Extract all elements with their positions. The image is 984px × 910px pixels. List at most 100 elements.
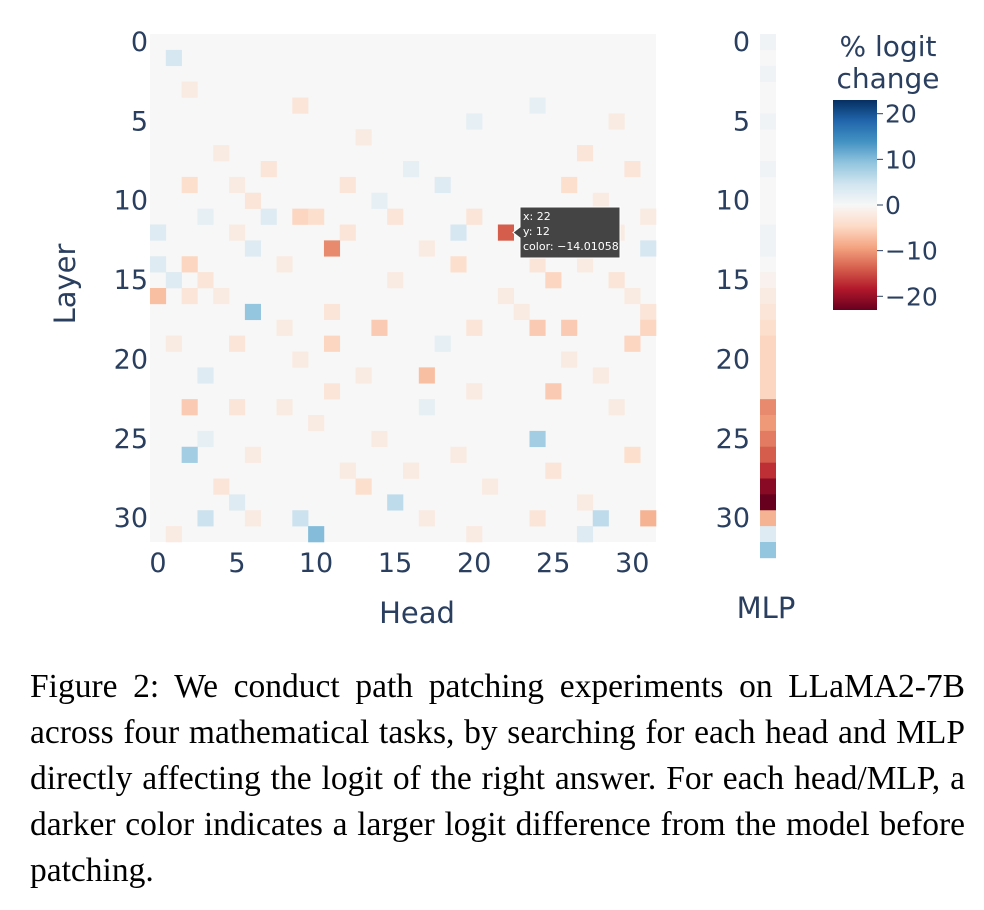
heatmap-cell <box>466 383 483 400</box>
heatmap-cell <box>608 113 625 130</box>
heatmap-cell <box>229 494 246 511</box>
mlp-cells <box>760 34 776 559</box>
tooltip-line-x: x: 22 <box>523 210 551 223</box>
heatmap-cell <box>466 113 483 130</box>
mlp-cell <box>760 383 776 400</box>
heatmap-cell <box>292 510 309 527</box>
hover-tooltip: x: 22 y: 12 color: −14.01058 <box>512 206 621 259</box>
heatmap-cell <box>576 256 594 273</box>
y-tick-label: 10 <box>114 186 148 217</box>
heatmap-cell <box>592 510 609 527</box>
heatmap-cell <box>640 240 657 257</box>
heatmap-cell <box>450 446 467 463</box>
y-tick-label: 15 <box>114 265 148 296</box>
heatmap-cell <box>466 526 483 543</box>
heatmap-cell <box>592 192 609 209</box>
mlp-cell <box>760 446 776 463</box>
heatmap-cell <box>260 161 277 178</box>
colorbar-tick-label: 0 <box>885 191 901 220</box>
heatmap-cell <box>434 176 451 194</box>
heatmap-cell <box>576 145 594 162</box>
heatmap-cell <box>418 399 435 416</box>
mlp-layer-heatmap[interactable] <box>760 34 776 559</box>
heatmap-cell <box>292 97 309 114</box>
heatmap-cell <box>181 288 198 305</box>
mlp-cell <box>760 240 776 257</box>
heatmap-cell <box>229 399 246 416</box>
heatmap-cell <box>181 81 198 98</box>
colorbar-tick-label: 20 <box>885 100 917 129</box>
heatmap-cell <box>165 335 182 352</box>
heatmap-cell <box>292 351 309 368</box>
heatmap-cell <box>244 240 261 257</box>
mlp-cell <box>760 494 776 511</box>
heatmap-cell <box>260 208 277 225</box>
mlp-cell <box>760 399 776 416</box>
y-tick-label: 25 <box>114 424 148 455</box>
tooltip-box <box>512 206 621 259</box>
heatmap-cell <box>244 192 261 209</box>
heatmap-cell <box>229 335 246 352</box>
x-tick-label: 10 <box>299 548 333 579</box>
mlp-cell <box>760 478 776 495</box>
mlp-cell <box>760 542 776 559</box>
mlp-y-tick-label: 20 <box>716 344 750 375</box>
heatmap-cell <box>466 319 483 336</box>
y-tick-label: 5 <box>131 106 148 137</box>
mlp-cell <box>760 335 776 352</box>
heatmap-cell <box>529 256 546 273</box>
colorbar <box>833 100 877 310</box>
mlp-cell <box>760 430 776 448</box>
head-layer-heatmap[interactable] <box>150 34 657 543</box>
heatmap-cell <box>292 208 309 225</box>
heatmap-cell <box>545 383 562 400</box>
x-tick-label: 5 <box>228 548 245 579</box>
heatmap-cell <box>197 510 214 527</box>
mlp-y-tick-label: 30 <box>716 503 750 534</box>
heatmap-cell <box>323 335 341 352</box>
mlp-y-tick-label: 25 <box>716 424 750 455</box>
heatmap-cell <box>308 526 325 543</box>
heatmap-cell <box>434 335 451 352</box>
mlp-y-tick-label: 15 <box>716 265 750 296</box>
colorbar-title-line1: % logit <box>840 30 937 63</box>
mlp-y-axis-tick-labels: 0 5 10 15 20 25 30 <box>716 27 750 534</box>
heatmap-cell <box>276 399 293 416</box>
heatmap-cell <box>165 526 182 543</box>
x-axis-title: Head <box>379 596 455 630</box>
y-tick-label: 0 <box>131 27 148 58</box>
mlp-cell <box>760 34 776 51</box>
heatmap-cell <box>450 224 467 241</box>
heatmap-cell <box>387 494 404 511</box>
heatmap-cell <box>640 319 657 336</box>
heatmap-cell <box>197 367 214 384</box>
heatmap-cell <box>371 430 388 448</box>
heatmap-cell <box>181 446 198 463</box>
tooltip-line-color: color: −14.01058 <box>523 240 619 253</box>
heatmap-cell <box>276 319 293 336</box>
heatmap-cell <box>213 478 230 495</box>
mlp-x-axis-title: MLP <box>737 591 796 625</box>
heatmap-cell <box>323 303 341 321</box>
heatmap-cell <box>197 208 214 225</box>
heatmap-cell <box>308 415 325 432</box>
heatmap-cell <box>450 256 467 273</box>
y-tick-label: 30 <box>114 503 148 534</box>
heatmap-cell <box>529 97 546 114</box>
heatmap-cell <box>181 399 198 416</box>
heatmap-cell <box>576 526 594 543</box>
heatmap-cell <box>387 208 404 225</box>
mlp-cell <box>760 319 776 336</box>
heatmap-cell <box>561 176 578 194</box>
x-tick-label: 20 <box>457 548 491 579</box>
heatmap-cell <box>150 288 167 305</box>
heatmap-cell <box>323 383 341 400</box>
x-tick-label: 25 <box>536 548 570 579</box>
heatmap-cell <box>624 446 641 463</box>
heatmap-cell <box>482 478 499 495</box>
heatmap-cell <box>624 335 641 352</box>
heatmap-cell <box>339 224 356 241</box>
heatmap-cell <box>608 272 625 289</box>
heatmap-cell <box>497 224 514 241</box>
heatmap-cell <box>561 319 578 336</box>
